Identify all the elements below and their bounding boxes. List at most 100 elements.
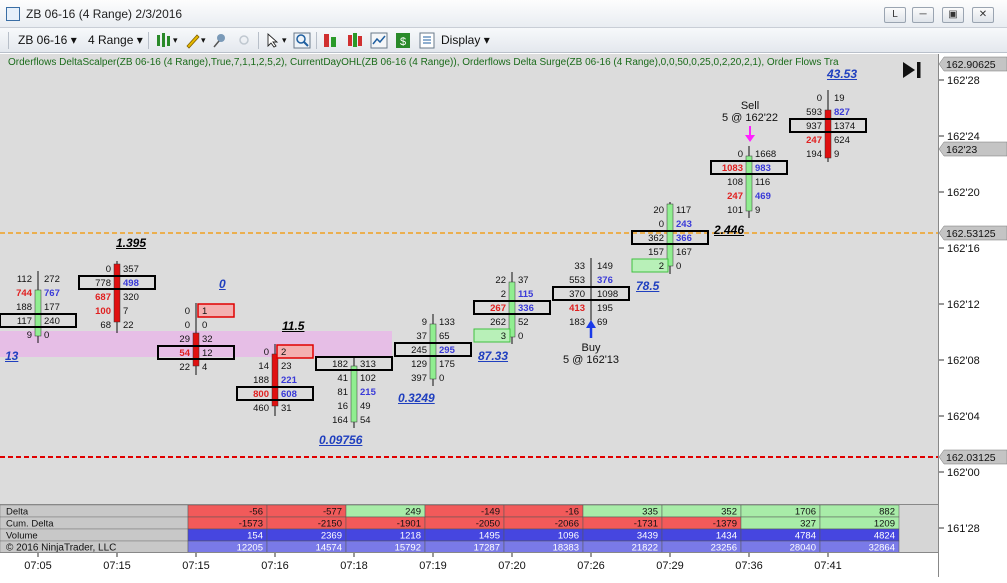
pointer-icon[interactable]	[264, 32, 282, 49]
bid-volume: 593	[806, 107, 822, 118]
imbalance-box	[197, 303, 235, 318]
price-marker	[938, 449, 1007, 465]
delta-annotation: 0	[219, 277, 226, 291]
bid-volume: 3	[501, 331, 506, 342]
time-tick-label: 07:18	[340, 560, 368, 572]
chevron-down-icon[interactable]: ▾	[282, 35, 287, 45]
minimize-button[interactable]: ─	[912, 7, 934, 23]
strategies-icon[interactable]	[346, 32, 364, 49]
bid-volume: 2	[659, 261, 664, 272]
delta-annotation: 0.09756	[319, 433, 363, 447]
time-tick-label: 07:20	[498, 560, 526, 572]
properties-icon[interactable]	[418, 32, 436, 49]
price-marker	[938, 141, 1007, 157]
sell-label: Sell	[740, 100, 760, 112]
dollar-icon[interactable]: $	[394, 32, 412, 49]
chart-panel[interactable]: 112 272 744 767 188 177 117 240 9 0 0 357 778 498 687 3…	[0, 54, 938, 504]
bid-volume: 0	[738, 149, 743, 160]
bid-volume: 112	[17, 274, 32, 285]
ask-volume: 1668	[755, 149, 776, 160]
bar-candle-body	[192, 332, 200, 367]
price-axis[interactable]: 162'28 162'24 162'20 162'16 162'12 162'08 162'…	[938, 54, 1007, 577]
time-axis[interactable]: 07:05 07:15 07:15 07:16 07:18 07:19 07:20 07:26…	[0, 552, 938, 577]
panel-cell-value: -1731	[634, 519, 658, 530]
ask-volume: 0	[44, 330, 49, 341]
footprint-bar: 0 1 0 0 29 32 54 12 22 4	[157, 303, 235, 375]
panel-cell-value: 4824	[874, 531, 895, 542]
toolbar-separator	[148, 32, 149, 49]
bid-volume: 188	[16, 302, 32, 313]
bid-volume: 9	[422, 317, 427, 328]
ask-volume: 0	[439, 373, 444, 384]
ask-volume: 12	[202, 348, 213, 359]
price-tick-label: 162'00	[947, 467, 980, 479]
interval-selector[interactable]: 4 Range ▾	[88, 31, 143, 50]
chevron-down-icon: ▾	[70, 33, 77, 47]
panel-cell-value: 154	[247, 531, 263, 542]
panel-cell-value: 18383	[553, 543, 579, 554]
bid-volume: 362	[648, 233, 664, 244]
link-button[interactable]: L	[884, 7, 906, 23]
price-tick-label: 162'04	[947, 411, 980, 423]
zoom-icon[interactable]	[293, 32, 311, 49]
panel-cell-value: 352	[721, 507, 737, 518]
display-menu[interactable]: Display ▾	[441, 31, 490, 50]
chevron-down-icon[interactable]: ▾	[173, 35, 178, 45]
bid-volume: 41	[337, 373, 348, 384]
display-label: Display	[441, 33, 481, 47]
indicators-icon[interactable]	[322, 32, 340, 49]
ask-volume: 4	[202, 362, 207, 373]
ask-volume: 469	[755, 191, 771, 202]
chevron-down-icon[interactable]: ▾	[201, 35, 206, 45]
pencil-icon[interactable]	[184, 32, 202, 49]
bid-volume: 0	[106, 264, 111, 275]
panel-cell-value: 15792	[395, 543, 421, 554]
line-chart-icon[interactable]	[370, 32, 388, 49]
bid-volume: 247	[727, 191, 743, 202]
panel-cell-value: -149	[481, 507, 500, 518]
footprint-bar: 0 2 14 23 188 221 800 608 460 31	[236, 344, 314, 416]
delta-annotation: 78.5	[636, 279, 660, 293]
bid-volume: 22	[179, 362, 190, 373]
panel-cell-value: -1573	[239, 519, 263, 530]
buy-detail: 5 @ 162'13	[562, 354, 620, 366]
price-marker-label: 162'23	[946, 144, 977, 156]
poc-box	[315, 356, 393, 371]
delta-annotation: 1.395	[116, 236, 147, 250]
ask-volume: 115	[518, 289, 534, 300]
footprint-bar: 33 149 553 376 370 1098 413 195 183 69	[552, 258, 630, 330]
imbalance-box	[631, 258, 669, 273]
bid-volume: 397	[411, 373, 427, 384]
bid-volume: 0	[264, 347, 269, 358]
ask-volume: 69	[597, 317, 608, 328]
footprint-bar: 182 313 41 102 81 215 16 49 164 54	[315, 356, 393, 428]
maximize-button[interactable]: ▣	[942, 7, 964, 23]
ask-volume: 102	[360, 373, 376, 384]
panel-cell-value: 32864	[869, 543, 895, 554]
imbalance-box	[473, 328, 511, 343]
price-marker	[938, 225, 1007, 241]
panel-cell-value: 1706	[795, 507, 816, 518]
play-forward-icon[interactable]	[903, 62, 915, 78]
pin-icon[interactable]	[211, 32, 229, 49]
ask-volume: 827	[834, 107, 850, 118]
price-marker	[938, 56, 1007, 72]
footprint-bar: 0 1668 1083 983 108 116 247 469 101 9	[710, 146, 788, 218]
bid-volume: 14	[258, 361, 269, 372]
bar-candle-body	[350, 365, 358, 423]
bar-type-icon[interactable]	[155, 32, 173, 49]
ask-volume: 37	[518, 275, 529, 286]
panel-cell-value: 23256	[711, 543, 737, 554]
footprint-bar: 112 272 744 767 188 177 117 240 9 0	[0, 271, 77, 343]
footprint-bar: 0 19 593 827 937 1374 247 624 194 9	[789, 90, 867, 162]
bid-volume: 20	[653, 205, 664, 216]
instrument-selector[interactable]: ZB 06-16 ▾	[18, 31, 77, 50]
bar-candle-body	[508, 281, 516, 338]
panel-cell-value: 3439	[637, 531, 658, 542]
price-tick-label: 162'16	[947, 243, 980, 255]
bar-candle-body	[429, 323, 437, 380]
close-button[interactable]: ✕	[972, 7, 994, 23]
poc-box	[789, 118, 867, 133]
crosshair-icon[interactable]	[235, 32, 253, 49]
